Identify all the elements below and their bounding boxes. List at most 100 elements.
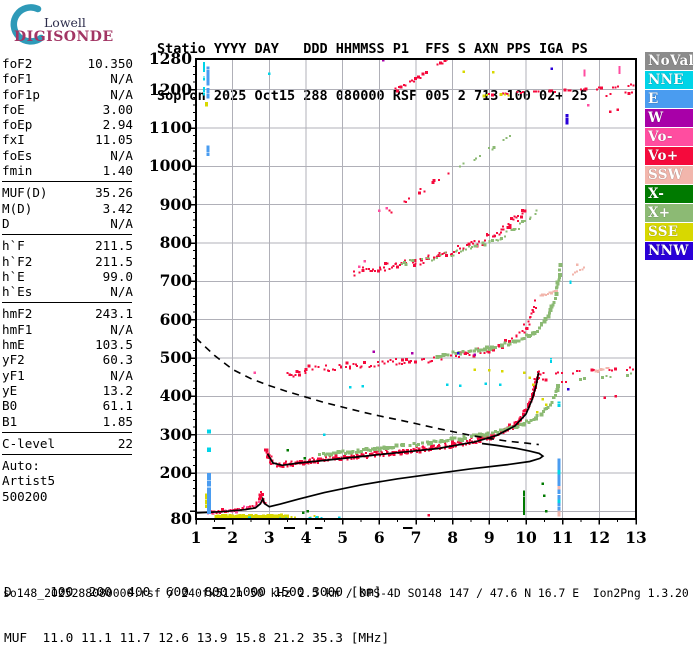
vstripe	[565, 114, 569, 125]
param-value: 60.3	[102, 352, 133, 368]
legend-item-sse: SSE	[645, 223, 693, 241]
param-value: 22	[117, 435, 133, 451]
logo-text-top: Lowell	[44, 15, 86, 30]
param-row: hmF1 N/A	[2, 322, 133, 337]
y-axis-label: 80	[170, 509, 192, 528]
legend-item-nne: NNE	[645, 71, 693, 89]
param-row: yF2 60.3	[2, 352, 133, 367]
x-axis-label: 7	[410, 528, 422, 547]
vstripe	[583, 69, 586, 77]
param-label: B1	[2, 413, 18, 429]
param-row: fmin 1.40	[2, 163, 133, 178]
param-value: 1.85	[102, 413, 133, 429]
param-row: foF2 10.350	[2, 56, 133, 71]
trace-F-2nd-hop-O	[286, 299, 537, 378]
trace-ssw-streak-1	[539, 289, 558, 297]
header-line-2: Sopron 2025 Oct15 288 080000 RSF 005 2 7…	[157, 87, 588, 104]
x-axis-label: 8	[447, 528, 459, 547]
restricted-band-marker	[403, 527, 413, 529]
vstripe	[206, 429, 211, 514]
legend-item-xplus: X+	[645, 204, 693, 222]
y-axis-label: 1280	[148, 49, 192, 68]
param-group-divider	[2, 234, 132, 236]
param-row: C-level 22	[2, 436, 133, 451]
param-value: N/A	[110, 367, 133, 383]
param-value: N/A	[110, 147, 133, 163]
param-row: MUF(D) 35.26	[2, 185, 133, 200]
param-group-divider	[2, 431, 132, 433]
ionogram-plot	[188, 55, 640, 529]
param-label: B0	[2, 398, 18, 414]
x-axis-label: 4	[300, 528, 312, 547]
param-label: MUF(D)	[2, 185, 48, 201]
file-info: so148_2025288080000.rsf / 240fx512h 50 k…	[3, 586, 689, 600]
legend-item-vominus: Vo-	[645, 128, 693, 146]
trace-F-trace-O	[263, 370, 540, 469]
param-value: 13.2	[102, 382, 133, 398]
trace-F-trace-X	[317, 384, 560, 457]
x-axis-label: 3	[263, 528, 275, 547]
param-value: N/A	[110, 86, 133, 102]
header: Statio YYYY DAY DDD HHMMSS P1 FFS S AXN …	[157, 11, 588, 120]
gridlines	[196, 59, 636, 519]
lowell-digisonde-logo: Lowell DIGISONDE	[10, 4, 113, 45]
header-line-1: Statio YYYY DAY DDD HHMMSS P1 FFS S AXN …	[157, 41, 588, 57]
param-row: h`E 99.0	[2, 269, 133, 284]
param-value: 211.5	[95, 238, 133, 254]
y-axis-label: 1000	[148, 156, 192, 176]
vstripe	[557, 401, 561, 517]
y-axis-label: 1100	[148, 118, 192, 137]
param-row: yF1 N/A	[2, 368, 133, 383]
y-axis-label: 500	[159, 348, 192, 367]
speckle-dots	[253, 59, 619, 519]
digisonde-ionogram-screen: { "logo": {"top": "Lowell", "bottom": "D…	[2, 4, 694, 647]
param-value: 3.42	[102, 200, 133, 216]
param-label: hmE	[2, 337, 25, 353]
param-label: foE	[2, 101, 25, 117]
param-label: h`F2	[2, 253, 33, 269]
x-axis-label: 10	[515, 528, 537, 547]
trace-top-band-red-2	[605, 91, 634, 97]
param-label: D	[2, 215, 10, 231]
trace-Es-sparse	[290, 515, 319, 519]
param-value: 2.94	[102, 117, 133, 133]
param-label: yE	[2, 382, 18, 398]
y-axis-label: 800	[159, 233, 192, 252]
param-row: foF1 N/A	[2, 71, 133, 86]
legend-item-w: W	[645, 109, 693, 127]
vstripe	[569, 280, 572, 284]
trace-2hop-extension-2	[541, 378, 567, 384]
param-label: foEp	[2, 117, 33, 133]
trace-Es-yellow-band	[214, 513, 290, 519]
trace-ssw-streak-3	[594, 366, 610, 374]
param-label: foF2	[2, 56, 33, 71]
trace-top-band-yellow	[482, 92, 510, 98]
param-row: foF1p N/A	[2, 87, 133, 102]
param-row: hmF2 243.1	[2, 306, 133, 321]
param-label: foEs	[2, 147, 33, 163]
param-value: 3.00	[102, 101, 133, 117]
vstripe	[204, 101, 208, 509]
param-label: hmF1	[2, 321, 33, 337]
parameter-panel: foF2 10.350 foF1 N/A foF1p N/A foE 3.00 foEp 2.94…	[2, 56, 133, 504]
param-label: hmF2	[2, 306, 33, 322]
vstripe	[206, 66, 210, 157]
vstripe	[618, 65, 621, 75]
restricted-band-marker	[315, 527, 323, 529]
restricted-band-marker	[284, 527, 295, 529]
param-value: 11.05	[95, 132, 133, 148]
param-row: fxI 11.05	[2, 132, 133, 147]
param-label: h`E	[2, 268, 25, 284]
param-row: h`Es N/A	[2, 284, 133, 299]
param-value: 243.1	[95, 306, 133, 322]
x-axis-label: 1	[190, 528, 202, 547]
ionogram-canvas	[190, 58, 637, 529]
trace-ssw-streak-2	[571, 266, 585, 276]
vstripe	[522, 490, 525, 516]
trace-2hop-extension-green	[578, 372, 632, 381]
y-axis-label: 300	[159, 424, 192, 444]
param-value: 10.350	[87, 56, 134, 71]
param-group-divider	[2, 454, 132, 456]
param-row: foE 3.00	[2, 102, 133, 117]
param-value: 61.1	[102, 398, 133, 414]
